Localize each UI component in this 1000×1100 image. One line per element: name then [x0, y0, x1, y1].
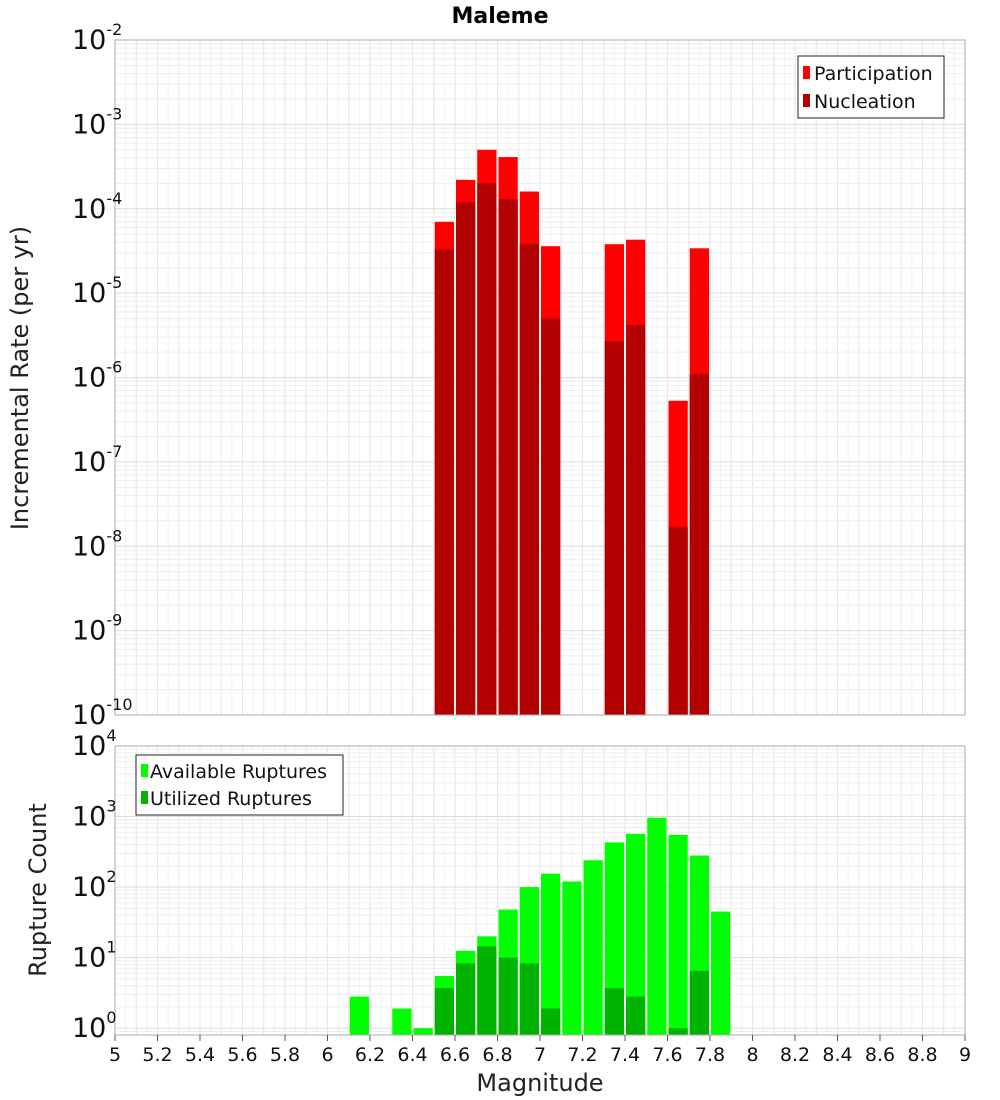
top-y-tick-label: 10-2	[72, 20, 122, 56]
top-bar-nucleation	[456, 202, 476, 715]
bottom-y-tick-label: 103	[72, 797, 117, 833]
top-y-tick-label: 10-4	[72, 189, 122, 225]
top-bar-nucleation	[477, 183, 497, 716]
top-plot-bars	[434, 149, 709, 716]
x-tick-label: 6.4	[397, 1044, 427, 1066]
top-plot: 10-10 10-9 10-8 10-7 10-6 10-5 10-4 10-3 10-2 In…	[6, 20, 966, 731]
top-plot-legend-box	[797, 55, 945, 119]
legend-label-available-ruptures: Available Ruptures	[150, 761, 327, 783]
top-plot-y-ticks: 10-10 10-9 10-8 10-7 10-6 10-5 10-4 10-3 10-2	[72, 20, 133, 731]
x-tick-label: 5.6	[227, 1044, 257, 1066]
top-bar-nucleation	[689, 374, 709, 715]
x-tick-label: 7	[534, 1044, 546, 1066]
top-plot-frame	[114, 39, 966, 716]
top-bar-nucleation	[626, 324, 646, 715]
bottom-bar-utilized-ruptures	[626, 996, 646, 1035]
bottom-bar-available-ruptures	[668, 834, 688, 1035]
legend-label-participation: Participation	[814, 63, 933, 85]
x-tick-label: 7.6	[652, 1044, 682, 1066]
bottom-bar-utilized-ruptures	[456, 963, 476, 1035]
x-axis-ticks: 5 5.2 5.4 5.6 5.8 6 6.2 6.4 6.6 6.8 7 7.2 7.4 7.6 7.8 8…	[109, 1035, 971, 1066]
bottom-plot-y-ticks: 100 101 102 103 104	[72, 726, 117, 1044]
top-y-tick-label: 10-6	[72, 358, 122, 394]
x-tick-label: 7.4	[610, 1044, 640, 1066]
top-plot-legend: Participation Nucleation	[797, 55, 945, 119]
bottom-bar-utilized-ruptures	[519, 963, 539, 1035]
top-bar-nucleation	[541, 318, 561, 715]
legend-label-utilized-ruptures: Utilized Ruptures	[150, 788, 312, 810]
x-tick-label: 6.8	[482, 1044, 512, 1066]
bottom-y-tick-label: 100	[72, 1008, 117, 1044]
x-tick-label: 8	[746, 1044, 758, 1066]
bottom-bar-utilized-ruptures	[477, 946, 497, 1035]
chart-title: Maleme	[451, 4, 548, 29]
bottom-plot: 100 101 102 103 104 5 5.2 5.4 5.6 5.8 6 6.2 6.4 6.6 6…	[24, 726, 971, 1097]
bottom-bar-available-ruptures	[392, 1008, 412, 1035]
top-bar-nucleation	[434, 249, 454, 716]
bottom-bar-utilized-ruptures	[434, 988, 454, 1035]
bottom-bar-available-ruptures	[413, 1028, 433, 1035]
top-bar-nucleation	[604, 341, 624, 715]
top-y-tick-label: 10-10	[72, 695, 133, 731]
x-tick-label: 6.2	[355, 1044, 385, 1066]
legend-swatch-participation	[803, 66, 810, 79]
x-tick-label: 8.8	[907, 1044, 937, 1066]
x-tick-label: 6	[321, 1044, 333, 1066]
x-tick-label: 7.8	[695, 1044, 725, 1066]
legend-swatch-available-ruptures	[141, 764, 148, 777]
bottom-bar-available-ruptures	[711, 911, 731, 1035]
x-tick-label: 7.2	[567, 1044, 597, 1066]
top-plot-grid	[114, 40, 966, 716]
bottom-bar-available-ruptures	[583, 860, 603, 1035]
x-tick-label: 8.2	[780, 1044, 810, 1066]
bottom-plot-y-axis-label: Rupture Count	[24, 803, 52, 977]
top-y-tick-label: 10-8	[72, 526, 122, 562]
bottom-bar-utilized-ruptures	[604, 988, 624, 1035]
x-tick-label: 5.2	[142, 1044, 172, 1066]
top-y-tick-label: 10-7	[72, 442, 122, 478]
legend-label-nucleation: Nucleation	[814, 91, 916, 113]
top-bar-nucleation	[498, 199, 518, 715]
bottom-plot-legend-box	[135, 754, 344, 816]
bottom-bar-available-ruptures	[626, 833, 646, 1035]
bottom-bar-available-ruptures	[562, 881, 582, 1035]
x-tick-label: 5.8	[270, 1044, 300, 1066]
bottom-y-tick-label: 104	[72, 726, 117, 762]
top-y-tick-label: 10-9	[72, 611, 122, 647]
top-bar-nucleation	[519, 244, 539, 716]
bottom-bar-utilized-ruptures	[689, 970, 709, 1035]
x-axis-label: Magnitude	[476, 1069, 603, 1097]
bottom-bar-available-ruptures	[541, 873, 561, 1035]
bottom-y-tick-label: 102	[72, 867, 117, 903]
bottom-bar-utilized-ruptures	[541, 1008, 561, 1035]
bottom-bar-available-ruptures	[604, 842, 624, 1035]
x-tick-label: 5	[109, 1044, 121, 1066]
bottom-y-tick-label: 101	[72, 938, 117, 974]
bottom-bar-available-ruptures	[647, 817, 667, 1035]
x-tick-label: 5.4	[185, 1044, 215, 1066]
top-y-tick-label: 10-3	[72, 104, 122, 140]
bottom-bar-utilized-ruptures	[668, 1028, 688, 1035]
legend-swatch-utilized-ruptures	[141, 791, 148, 804]
top-y-tick-label: 10-5	[72, 273, 122, 309]
x-tick-label: 6.6	[440, 1044, 470, 1066]
bottom-plot-bars	[349, 817, 731, 1035]
bottom-bar-available-ruptures	[349, 996, 369, 1035]
top-plot-y-axis-label: Incremental Rate (per yr)	[6, 226, 34, 530]
bottom-plot-legend: Available Ruptures Utilized Ruptures	[135, 754, 344, 816]
top-bar-nucleation	[668, 526, 688, 715]
x-tick-label: 8.6	[865, 1044, 895, 1066]
bottom-bar-utilized-ruptures	[498, 957, 518, 1035]
legend-swatch-nucleation	[803, 94, 810, 107]
x-tick-label: 9	[959, 1044, 971, 1066]
x-tick-label: 8.4	[822, 1044, 852, 1066]
